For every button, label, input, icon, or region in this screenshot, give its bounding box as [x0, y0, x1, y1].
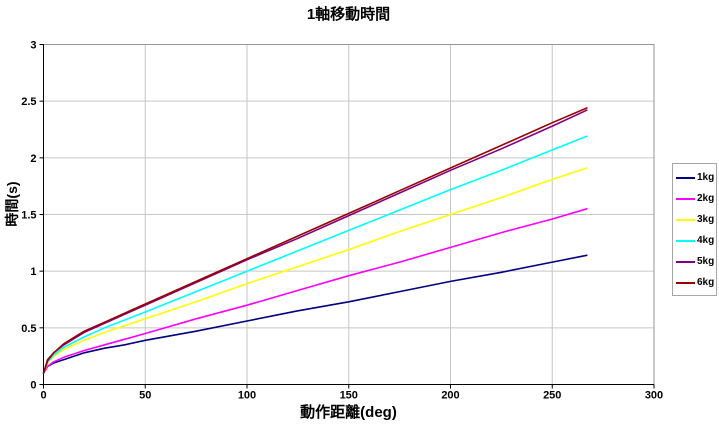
legend-item-6kg: 6kg	[673, 272, 716, 293]
x-tick-label: 300	[645, 390, 663, 402]
chart-title: 1軸移動時間	[306, 6, 391, 23]
x-axis-label: 動作距離(deg)	[300, 404, 397, 421]
x-tick-label: 100	[238, 390, 256, 402]
legend-item-5kg: 5kg	[673, 251, 716, 272]
legend-label: 4kg	[697, 235, 715, 246]
legend: 1kg 2kg 3kg 4kg 5kg 6kg	[672, 163, 717, 296]
legend-label: 6kg	[697, 277, 715, 288]
legend-line-swatch	[676, 239, 695, 242]
series-line-1kg	[42, 254, 588, 375]
legend-label: 5kg	[697, 256, 715, 267]
legend-item-2kg: 2kg	[673, 188, 716, 209]
legend-label: 2kg	[697, 193, 715, 204]
legend-line-swatch	[676, 176, 695, 179]
y-tick-label: 2	[30, 153, 36, 165]
y-tick-label: 0	[30, 380, 36, 392]
x-tick-label: 250	[543, 390, 561, 402]
y-tick-label: 2.5	[21, 96, 36, 108]
y-tick-label: 3	[30, 40, 36, 52]
series-line-2kg	[42, 208, 588, 375]
x-tick-label: 150	[340, 390, 358, 402]
legend-line-swatch	[676, 197, 695, 200]
legend-line-swatch	[676, 218, 695, 221]
legend-line-swatch	[676, 260, 695, 263]
series-line-6kg	[42, 107, 588, 375]
legend-item-1kg: 1kg	[673, 167, 716, 188]
y-tick-label: 1	[30, 266, 36, 278]
legend-item-4kg: 4kg	[673, 230, 716, 251]
x-tick-label: 200	[441, 390, 459, 402]
y-tick-label: 0.5	[21, 323, 36, 335]
y-axis-label: 時間(s)	[4, 181, 20, 227]
legend-label: 1kg	[697, 172, 715, 183]
legend-line-swatch	[676, 281, 695, 284]
legend-item-3kg: 3kg	[673, 209, 716, 230]
y-tick-label: 1.5	[21, 210, 36, 222]
legend-label: 3kg	[697, 214, 715, 225]
series-line-3kg	[42, 167, 588, 375]
x-tick-label: 50	[139, 390, 151, 402]
series-line-4kg	[42, 135, 588, 375]
x-tick-label: 0	[40, 390, 46, 402]
